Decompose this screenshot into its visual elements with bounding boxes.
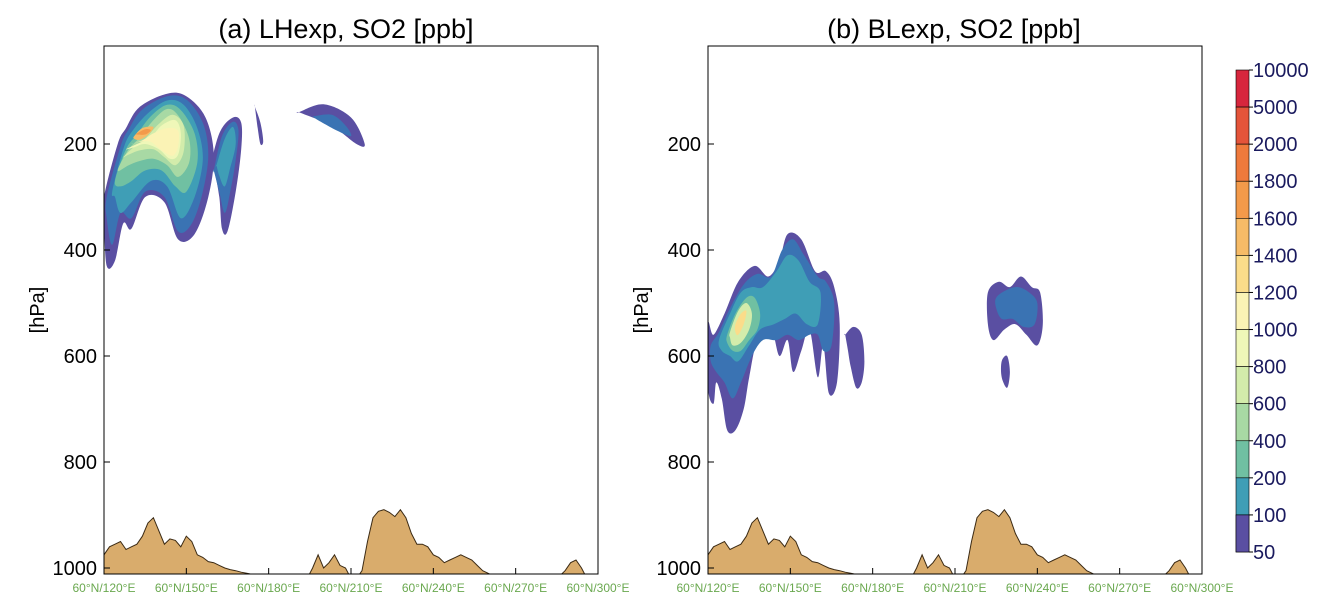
colorbar-box	[1235, 292, 1250, 330]
y-axis-label: [hPa]	[631, 287, 653, 334]
colorbar-label: 1000	[1253, 320, 1298, 342]
x-tick-label: 60°N/120°E	[73, 581, 136, 595]
so2-contour-1800-ppb	[135, 128, 151, 135]
y-tick-label: 600	[668, 346, 701, 368]
x-tick-label: 60°N/150°E	[759, 581, 822, 595]
so2-contour-100-ppb	[995, 287, 1038, 328]
colorbar-box	[1235, 143, 1250, 182]
colorbar-label: 1400	[1253, 245, 1298, 267]
colorbar-label: 10000	[1253, 60, 1309, 82]
so2-contour-50-ppb	[296, 104, 365, 147]
y-tick-label: 800	[64, 452, 97, 474]
colorbar: 10000 5000 2000 1800 1600 1400 1200 1000 800 600 4…	[1235, 60, 1309, 564]
colorbar-box	[1235, 329, 1250, 367]
y-tick-label: 800	[668, 452, 701, 474]
terrain-profile	[708, 508, 1190, 574]
colorbar-box	[1235, 255, 1250, 293]
so2-contour-50-ppb	[1000, 355, 1010, 388]
x-tick-label: 60°N/240°E	[1006, 581, 1069, 595]
so2-contour-50-ppb	[844, 326, 865, 389]
colorbar-label: 600	[1253, 394, 1286, 416]
y-tick-label: 400	[64, 240, 97, 262]
terrain-profile	[104, 508, 586, 574]
panel-title: (b) BLexp, SO2 [ppb]	[827, 14, 1081, 44]
colorbar-label: 100	[1253, 505, 1286, 527]
colorbar-label: 1800	[1253, 171, 1298, 193]
x-tick-label: 60°N/300°E	[1171, 581, 1234, 595]
colorbar-box	[1235, 106, 1250, 145]
colorbar-box	[1235, 440, 1250, 479]
so2-contour-100-ppb	[310, 114, 352, 137]
so2-contour-200-ppb	[215, 126, 236, 187]
colorbar-box	[1235, 403, 1250, 442]
so2-contour-1200-ppb	[131, 127, 180, 156]
y-tick-label: 200	[668, 134, 701, 156]
colorbar-box	[1235, 477, 1250, 516]
so2-contour-50-ppb	[254, 104, 264, 146]
colorbar-box	[1235, 69, 1250, 108]
colorbar-box	[1235, 366, 1250, 404]
colorbar-box-bottom	[1235, 514, 1250, 553]
colorbar-label: 800	[1253, 357, 1286, 379]
y-axis-label: [hPa]	[27, 287, 49, 334]
y-tick-label: 1000	[53, 558, 98, 580]
panel-title: (a) LHexp, SO2 [ppb]	[218, 14, 473, 44]
x-tick-label: 60°N/270°E	[1088, 581, 1151, 595]
colorbar-label: 400	[1253, 431, 1286, 453]
y-tick-label: 600	[64, 346, 97, 368]
y-tick-label: 400	[668, 240, 701, 262]
x-tick-label: 60°N/270°E	[484, 581, 547, 595]
x-tick-label: 60°N/300°E	[567, 581, 630, 595]
so2-contour-1400-ppb	[734, 310, 747, 336]
x-tick-label: 60°N/210°E	[924, 581, 987, 595]
y-tick-label: 1000	[657, 558, 702, 580]
x-tick-label: 60°N/180°E	[841, 581, 904, 595]
colorbar-label: 2000	[1253, 134, 1298, 156]
plot-area	[104, 92, 586, 574]
colorbar-label: 50	[1253, 542, 1275, 564]
colorbar-box	[1235, 218, 1250, 256]
plot-area	[708, 232, 1190, 574]
colorbar-label: 1600	[1253, 208, 1298, 230]
colorbar-label: 1200	[1253, 282, 1298, 304]
x-tick-label: 60°N/120°E	[677, 581, 740, 595]
y-tick-label: 200	[64, 134, 97, 156]
x-tick-label: 60°N/210°E	[320, 581, 383, 595]
x-tick-label: 60°N/180°E	[237, 581, 300, 595]
colorbar-box	[1235, 180, 1250, 219]
colorbar-label: 200	[1253, 468, 1286, 490]
x-tick-label: 60°N/150°E	[155, 581, 218, 595]
x-tick-label: 60°N/240°E	[402, 581, 465, 595]
colorbar-label: 5000	[1253, 97, 1298, 119]
